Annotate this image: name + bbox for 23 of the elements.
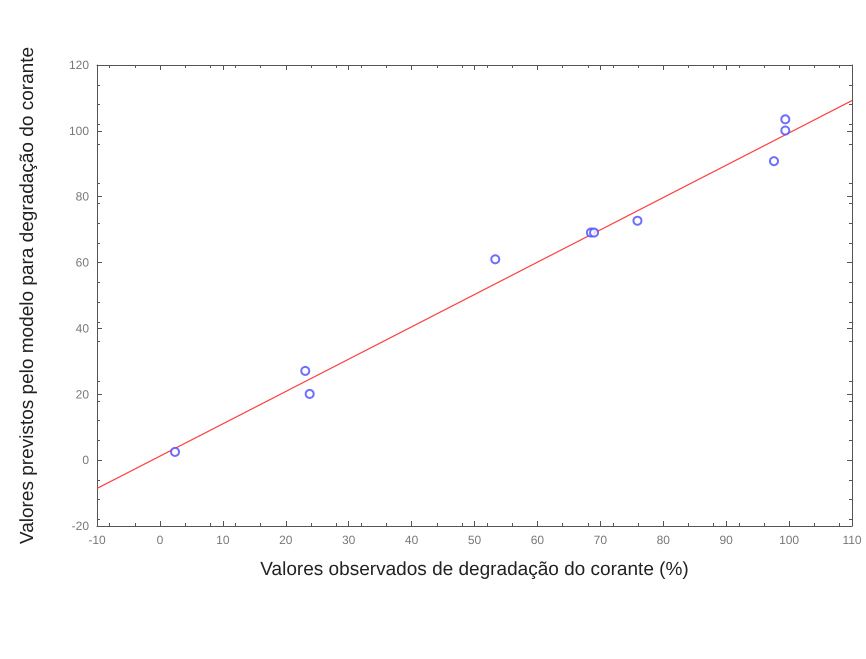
x-tick-label: 70 [594, 533, 608, 547]
x-tick-label: 60 [530, 533, 544, 547]
y-axis-title: Valores previstos pelo modelo para degradação do corante [17, 46, 38, 544]
x-axis-title: Valores observados de degradação do corante (%) [260, 559, 689, 580]
y-tick-label: 100 [68, 124, 90, 138]
x-tick-label: 30 [342, 533, 356, 547]
y-tick-label: 120 [68, 58, 90, 72]
x-tick-label: 100 [779, 533, 800, 547]
y-tick-label: 0 [82, 453, 90, 468]
y-tick-label: -20 [72, 519, 90, 533]
x-tick-label: 110 [842, 533, 862, 547]
x-tick-label: 10 [216, 533, 230, 547]
x-tick-label: 0 [156, 533, 164, 547]
y-tick-label: 80 [76, 190, 90, 204]
x-tick-label: 20 [279, 533, 293, 547]
x-tick-label: 80 [656, 533, 670, 547]
x-tick-label: 40 [404, 533, 419, 547]
x-tick-label: -10 [88, 533, 106, 547]
y-tick-label: 40 [76, 321, 90, 336]
y-tick-label: 60 [76, 256, 90, 270]
x-tick-label: 90 [719, 533, 734, 547]
y-tick-label: 20 [76, 387, 90, 402]
x-tick-label: 50 [468, 533, 482, 547]
